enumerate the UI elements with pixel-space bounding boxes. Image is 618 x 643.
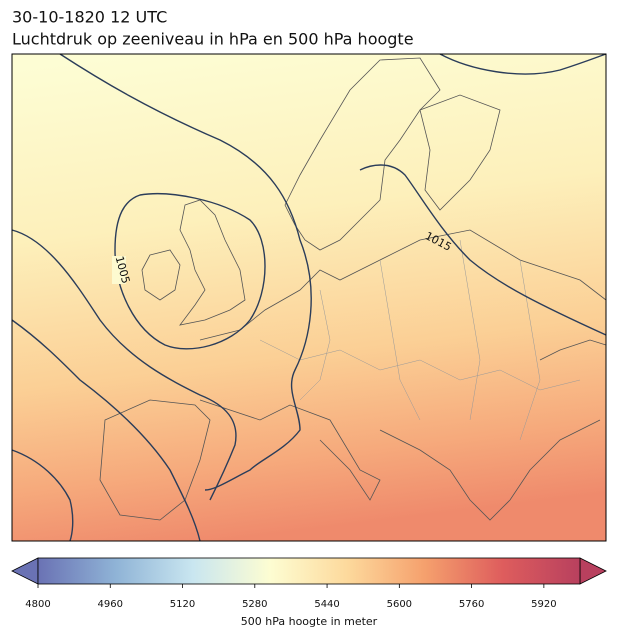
- black-sea: [539, 339, 607, 361]
- isobar: [359, 164, 607, 336]
- finland: [419, 94, 501, 211]
- label-gap: [112, 256, 126, 284]
- isobar: [11, 229, 237, 501]
- map-frame: [11, 53, 607, 542]
- isobar: [114, 193, 266, 350]
- colorbar-label: 500 hPa hoogte in meter: [241, 615, 378, 628]
- borders: [259, 239, 581, 441]
- colorbar-tick-label: 5120: [170, 599, 195, 610]
- isobar: [59, 53, 312, 491]
- colorbar-tick-label: 5760: [459, 599, 484, 610]
- colorbar-extend-high: [579, 557, 607, 585]
- border: [259, 339, 581, 391]
- north-coast: [199, 229, 607, 341]
- border: [459, 239, 481, 421]
- colorbar-tick-label: 4800: [25, 599, 50, 610]
- colorbar-extend-low: [11, 557, 39, 585]
- ireland: [141, 249, 181, 301]
- map-date: 30-10-1820 12 UTC: [12, 8, 167, 27]
- balkans: [379, 419, 601, 521]
- isobar: [439, 53, 607, 75]
- colorbar-fill: [37, 557, 581, 585]
- colorbar-tick-label: 5280: [242, 599, 267, 610]
- colorbar-tick-label: 5920: [531, 599, 556, 610]
- colorbar-tick-label: 5600: [387, 599, 412, 610]
- colorbar: 500 hPa hoogte in meter 4800 4960 5120 5280…: [11, 557, 607, 628]
- scandinavia: [284, 57, 441, 251]
- map: 1005 1015: [11, 53, 607, 542]
- iberia: [99, 399, 211, 521]
- isobars: 1005 1015: [11, 53, 607, 542]
- isobar: [11, 319, 201, 542]
- italy: [199, 399, 381, 501]
- britain: [179, 199, 246, 326]
- border: [379, 259, 421, 421]
- border: [299, 289, 331, 401]
- colorbar-tick-label: 4960: [98, 599, 123, 610]
- map-background: [12, 54, 606, 541]
- coastlines: [99, 57, 607, 521]
- map-title: Luchtdruk op zeeniveau in hPa en 500 hPa…: [12, 30, 414, 49]
- border: [519, 259, 541, 441]
- colorbar-tick-label: 5440: [314, 599, 339, 610]
- isobar: [11, 449, 74, 542]
